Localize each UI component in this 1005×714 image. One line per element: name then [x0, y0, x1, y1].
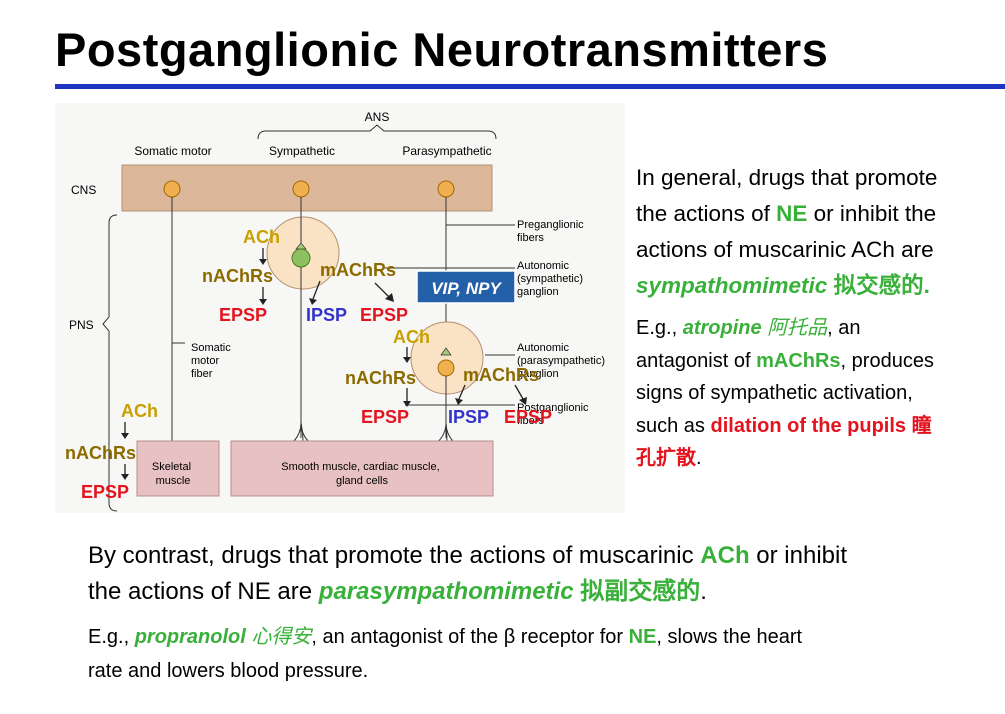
parasympathetic-label: Parasympathetic	[402, 144, 491, 158]
ans-label: ANS	[365, 110, 390, 124]
smooth-muscle-box	[230, 440, 494, 497]
paragraph-sympathomimetic: In general, drugs that promote the actio…	[636, 165, 938, 298]
svg-text:EPSP: EPSP	[504, 407, 552, 427]
svg-text:EPSP: EPSP	[81, 482, 129, 502]
ans-diagram: ANS Somatic motor Sympathetic Parasympat…	[55, 103, 625, 513]
cns-label: CNS	[71, 183, 96, 197]
paragraph-parasympathomimetic: By contrast, drugs that promote the acti…	[88, 542, 847, 605]
parasympathetic-ganglion	[410, 321, 484, 395]
pns-label: PNS	[69, 318, 94, 332]
skeletal-muscle-label: Skeletal muscle	[152, 461, 194, 487]
svg-text:EPSP: EPSP	[361, 407, 409, 427]
svg-text:EPSP: EPSP	[360, 305, 408, 325]
vip-npy-box	[416, 270, 516, 304]
vip-npy-label: VIP, NPY	[431, 279, 502, 298]
somatic-motor-label: Somatic motor	[134, 144, 211, 158]
slide-title: Postganglionic Neurotransmitters	[55, 23, 829, 76]
smooth-muscle-label: Smooth muscle, cardiac muscle, gland cel…	[281, 461, 442, 487]
title-underline	[55, 84, 1005, 89]
svg-text:nAChRs: nAChRs	[345, 368, 416, 388]
sympathetic-label: Sympathetic	[269, 144, 335, 158]
svg-text:mAChRs: mAChRs	[320, 260, 396, 280]
svg-text:ACh: ACh	[243, 227, 280, 247]
postganglionic-fibers-label: Postganglionic fibers	[517, 402, 592, 427]
skeletal-muscle-box	[136, 440, 220, 497]
svg-text:IPSP: IPSP	[306, 305, 347, 325]
svg-text:ACh: ACh	[393, 327, 430, 347]
svg-text:ACh: ACh	[121, 401, 158, 421]
svg-text:nAChRs: nAChRs	[65, 443, 136, 463]
paragraph-propranolol-example: E.g., propranolol 心得安, an antagonist of …	[88, 626, 803, 682]
svg-text:IPSP: IPSP	[448, 407, 489, 427]
paragraph-atropine-example: E.g., atropine 阿托品, an antagonist of mAC…	[636, 317, 934, 469]
parasympathetic-ganglion-label: Autonomic (parasympathetic) ganglion	[517, 342, 608, 380]
sympathetic-ganglion-label: Autonomic (sympathetic) ganglion	[517, 260, 586, 298]
somatic-motor-fiber-label: Somatic motor fiber	[191, 342, 234, 380]
svg-text:EPSP: EPSP	[219, 305, 267, 325]
svg-text:nAChRs: nAChRs	[202, 266, 273, 286]
svg-text:mAChRs: mAChRs	[463, 365, 539, 385]
preganglionic-fibers-label: Preganglionic fibers	[517, 219, 587, 244]
